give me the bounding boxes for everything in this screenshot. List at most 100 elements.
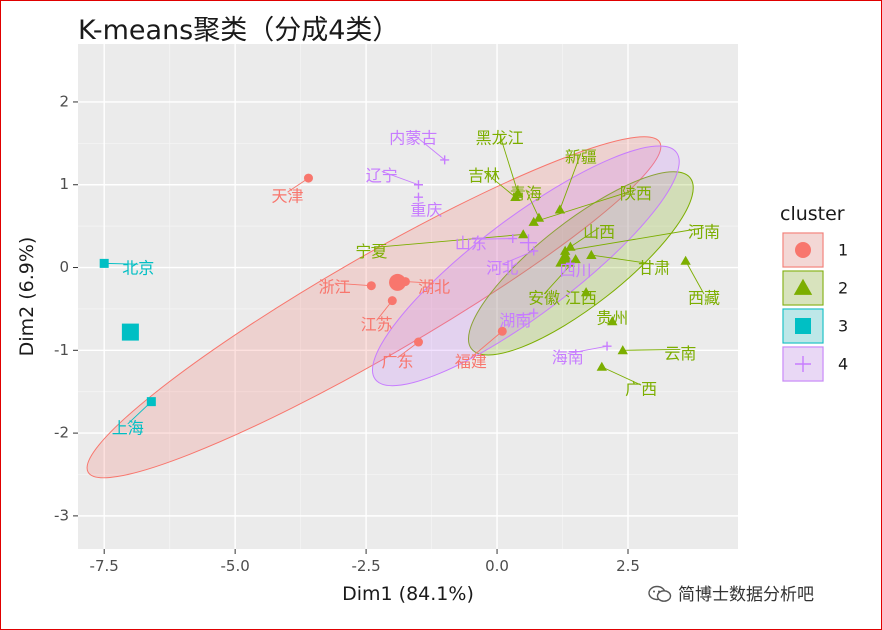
point-label: 辽宁 bbox=[366, 166, 398, 185]
point-label: 湖北 bbox=[418, 278, 450, 297]
data-point-1 bbox=[387, 296, 397, 306]
cluster-ellipse-2 bbox=[467, 171, 694, 356]
label-connectors bbox=[104, 133, 705, 425]
data-point-2 bbox=[533, 212, 545, 222]
point-label: 浙江 bbox=[319, 278, 351, 297]
data-point-2 bbox=[580, 287, 592, 297]
x-tick-label: -2.5 bbox=[351, 557, 380, 575]
label-connector bbox=[470, 238, 513, 240]
legend-title: cluster bbox=[780, 203, 845, 225]
y-tick-label: -1 bbox=[54, 341, 69, 359]
data-point-3 bbox=[99, 258, 109, 268]
label-connector bbox=[565, 227, 705, 252]
data-point-2 bbox=[596, 361, 607, 371]
point-label: 福建 bbox=[455, 352, 487, 371]
x-axis: -7.5 -5.0 -2.5 0.0 2.5 bbox=[90, 549, 640, 575]
data-point-2 bbox=[510, 191, 521, 202]
centroid-4 bbox=[519, 234, 537, 252]
legend-marker-4 bbox=[795, 356, 811, 372]
label-connector bbox=[525, 189, 540, 219]
data-point-4 bbox=[440, 155, 450, 165]
y-tick-label: -2 bbox=[54, 424, 69, 442]
legend-label: 4 bbox=[838, 355, 848, 374]
point-label: 新疆 bbox=[565, 148, 597, 167]
data-point-1 bbox=[303, 173, 313, 183]
data-point-4 bbox=[413, 192, 423, 202]
label-connector bbox=[601, 366, 642, 386]
legend: cluster 1 2 3 4 bbox=[780, 203, 848, 382]
cluster-ellipse-4 bbox=[371, 145, 680, 387]
label-connector bbox=[334, 282, 372, 287]
chart-title: K-means聚类（分成4类） bbox=[78, 15, 400, 46]
point-label: 安徽 bbox=[528, 288, 560, 307]
x-tick-label: 2.5 bbox=[616, 557, 640, 575]
data-point-2 bbox=[565, 241, 576, 251]
point-label: 贵州 bbox=[596, 308, 628, 327]
data-point-4 bbox=[602, 341, 612, 351]
label-connector bbox=[559, 153, 582, 210]
point-label: 天津 bbox=[272, 187, 304, 206]
legend-label: 1 bbox=[838, 241, 848, 260]
data-point-2 bbox=[680, 255, 691, 265]
data-point-4 bbox=[529, 308, 539, 318]
label-connector bbox=[381, 171, 419, 186]
y-axis: -3 -2 -1 0 1 2 bbox=[54, 92, 78, 524]
point-label: 上海 bbox=[112, 418, 144, 437]
x-tick-label: -7.5 bbox=[90, 557, 119, 575]
point-label: 西藏 bbox=[688, 288, 720, 307]
label-connector bbox=[470, 330, 503, 359]
legend-item-1: 1 bbox=[782, 232, 848, 268]
point-label: 海南 bbox=[552, 348, 584, 367]
point-label: 甘肃 bbox=[638, 259, 670, 278]
point-label: 重庆 bbox=[410, 201, 442, 220]
point-label: 黑龙江 bbox=[476, 129, 524, 148]
y-tick-label: 2 bbox=[59, 92, 69, 110]
data-point-2 bbox=[554, 204, 566, 214]
label-connector bbox=[570, 227, 600, 248]
y-tick-label: 0 bbox=[59, 258, 69, 276]
label-connector bbox=[533, 189, 636, 223]
legend-marker-2 bbox=[793, 278, 813, 295]
y-axis-title: Dim2 (6.9%) bbox=[16, 237, 38, 357]
label-connector bbox=[685, 260, 705, 295]
data-point-2 bbox=[586, 249, 597, 259]
data-point-4 bbox=[565, 258, 575, 268]
legend-item-2: 2 bbox=[782, 270, 848, 306]
watermark: 简博士数据分析吧 bbox=[648, 580, 814, 605]
point-label: 云南 bbox=[664, 344, 696, 363]
label-connector bbox=[405, 281, 435, 284]
data-point-2 bbox=[617, 345, 628, 355]
data-point-2 bbox=[570, 254, 581, 264]
point-label: 内蒙古 bbox=[389, 129, 437, 148]
label-connector bbox=[104, 262, 139, 265]
data-point-4 bbox=[529, 246, 539, 256]
point-label: 广西 bbox=[625, 380, 657, 399]
legend-marker-3 bbox=[795, 318, 811, 334]
data-points bbox=[99, 155, 691, 407]
label-connector bbox=[502, 250, 534, 265]
label-connector bbox=[483, 171, 516, 198]
point-label: 湖南 bbox=[499, 311, 531, 330]
point-label: 江苏 bbox=[361, 315, 393, 334]
point-label: 吉林 bbox=[468, 166, 500, 185]
x-tick-label: -5.0 bbox=[221, 557, 250, 575]
legend-marker-1 bbox=[795, 242, 811, 258]
y-tick-label: -3 bbox=[54, 506, 69, 524]
data-point-4 bbox=[413, 180, 423, 190]
label-connector bbox=[412, 133, 445, 161]
watermark-text: 简博士数据分析吧 bbox=[678, 585, 814, 605]
point-label: 河南 bbox=[688, 222, 720, 241]
legend-item-3: 3 bbox=[782, 308, 848, 344]
label-connector bbox=[591, 254, 655, 265]
data-point-1 bbox=[413, 337, 423, 347]
centroid-3 bbox=[121, 323, 139, 341]
data-point-2 bbox=[518, 229, 529, 239]
legend-label: 2 bbox=[838, 279, 848, 298]
data-point-2 bbox=[607, 316, 618, 326]
data-point-3 bbox=[146, 397, 156, 407]
legend-item-4: 4 bbox=[782, 346, 848, 382]
point-label: 河北 bbox=[486, 259, 518, 278]
point-label: 四川 bbox=[560, 261, 592, 280]
legend-label: 3 bbox=[838, 317, 848, 336]
